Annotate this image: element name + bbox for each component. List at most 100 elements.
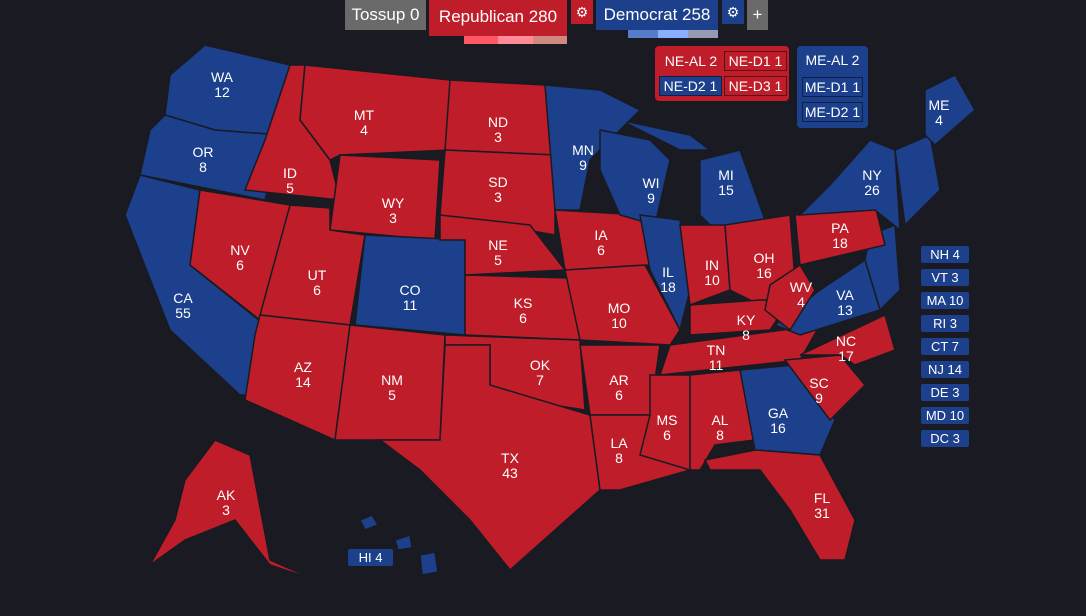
state-label: 11: [403, 297, 418, 313]
democrat-settings-gear-icon[interactable]: ⚙: [722, 0, 744, 24]
state-label: 6: [236, 257, 244, 273]
state-label: 6: [615, 387, 623, 403]
democrat-shade-3[interactable]: [688, 30, 718, 38]
state-label: 15: [718, 182, 734, 198]
state-label: 55: [175, 305, 191, 321]
state-label: MS: [657, 412, 678, 428]
small-state-button[interactable]: NH 4: [921, 246, 969, 263]
ne-d2-button[interactable]: NE-D2 1: [659, 76, 722, 96]
republican-shade-3[interactable]: [533, 36, 567, 44]
tossup-button[interactable]: Tossup 0: [345, 0, 426, 30]
small-state-button[interactable]: RI 3: [921, 315, 969, 332]
me-al-button[interactable]: ME-AL 2: [805, 52, 860, 68]
state-label: MI: [718, 167, 734, 183]
state-label: ND: [488, 114, 508, 130]
state-label: AR: [609, 372, 628, 388]
state-label: NC: [836, 333, 856, 349]
republican-shade-1[interactable]: [464, 36, 498, 44]
state-MO[interactable]: [564, 264, 681, 346]
state-IL[interactable]: [639, 214, 691, 333]
state-AZ[interactable]: [244, 314, 351, 442]
state-SC[interactable]: [783, 354, 867, 422]
state-HI-island[interactable]: [358, 514, 380, 531]
state-label: 13: [837, 302, 853, 318]
state-label: 8: [615, 450, 623, 466]
state-label: 4: [797, 294, 805, 310]
state-label: OR: [193, 144, 214, 160]
state-label: TX: [501, 450, 520, 466]
republican-total-button[interactable]: Republican 280: [429, 0, 567, 36]
state-label: 14: [295, 374, 311, 390]
state-label: 6: [313, 282, 321, 298]
republican-settings-gear-icon[interactable]: ⚙: [571, 0, 593, 24]
state-MT[interactable]: [299, 64, 451, 161]
ne-al-button[interactable]: NE-AL 2: [664, 53, 718, 69]
state-MS[interactable]: [639, 374, 691, 472]
state-TX[interactable]: [377, 344, 601, 572]
state-label: 8: [742, 327, 750, 343]
small-state-button[interactable]: DE 3: [921, 384, 969, 401]
state-label: AZ: [294, 359, 312, 375]
state-SD[interactable]: [439, 149, 556, 236]
state-label: 9: [579, 157, 587, 173]
ne-d1-button[interactable]: NE-D1 1: [724, 51, 787, 71]
state-label: CO: [400, 282, 421, 298]
state-NY[interactable]: [798, 139, 901, 232]
state-label: WI: [642, 175, 659, 191]
state-FL[interactable]: [703, 449, 856, 561]
state-label: IN: [705, 257, 719, 273]
state-label: MN: [572, 142, 594, 158]
state-new-england[interactable]: [894, 133, 941, 227]
state-label: MT: [354, 107, 375, 123]
state-label: 6: [663, 427, 671, 443]
state-label: TN: [707, 342, 726, 358]
state-label: LA: [610, 435, 628, 451]
state-label: 12: [214, 84, 230, 100]
state-HI-island[interactable]: [394, 534, 413, 551]
state-VA[interactable]: [773, 258, 881, 336]
state-label: VA: [836, 287, 854, 303]
state-AK[interactable]: [149, 439, 316, 581]
state-label: 31: [814, 505, 830, 521]
small-state-button[interactable]: DC 3: [921, 430, 969, 447]
small-state-button[interactable]: NJ 14: [921, 361, 969, 378]
hawaii-button[interactable]: HI 4: [348, 549, 393, 566]
state-label: SC: [809, 375, 828, 391]
state-label: 11: [709, 357, 724, 373]
ne-d3-button[interactable]: NE-D3 1: [724, 76, 787, 96]
state-label: KS: [514, 295, 533, 311]
state-HI-island[interactable]: [419, 551, 439, 576]
small-state-button[interactable]: VT 3: [921, 269, 969, 286]
state-label: 43: [502, 465, 518, 481]
add-party-button[interactable]: +: [747, 0, 768, 30]
state-OR[interactable]: [139, 114, 281, 201]
republican-shade-2[interactable]: [498, 36, 533, 44]
small-state-button[interactable]: CT 7: [921, 338, 969, 355]
state-label: NE: [488, 237, 507, 253]
democrat-total-button[interactable]: Democrat 258: [596, 0, 718, 30]
state-label: 4: [360, 122, 368, 138]
small-state-button[interactable]: MD 10: [921, 407, 969, 424]
state-label: UT: [308, 267, 327, 283]
state-label: KY: [737, 312, 756, 328]
state-label: CA: [173, 290, 193, 306]
state-WV[interactable]: [764, 263, 816, 332]
state-label: 3: [494, 129, 502, 145]
me-d2-button[interactable]: ME-D2 1: [802, 102, 863, 122]
state-ME[interactable]: [924, 74, 976, 147]
democrat-shade-2[interactable]: [658, 30, 688, 38]
democrat-shade-1[interactable]: [628, 30, 658, 38]
state-label: AK: [217, 487, 236, 503]
state-label: NM: [381, 372, 403, 388]
state-label: WY: [382, 195, 405, 211]
state-label: 7: [536, 372, 544, 388]
state-label: 5: [494, 252, 502, 268]
state-NC[interactable]: [799, 313, 896, 366]
state-label: OK: [530, 357, 551, 373]
me-d1-button[interactable]: ME-D1 1: [802, 77, 863, 97]
state-label: NY: [862, 167, 882, 183]
small-state-button[interactable]: MA 10: [921, 292, 969, 309]
state-label: ME: [929, 97, 950, 113]
state-MI-upper[interactable]: [619, 119, 713, 151]
